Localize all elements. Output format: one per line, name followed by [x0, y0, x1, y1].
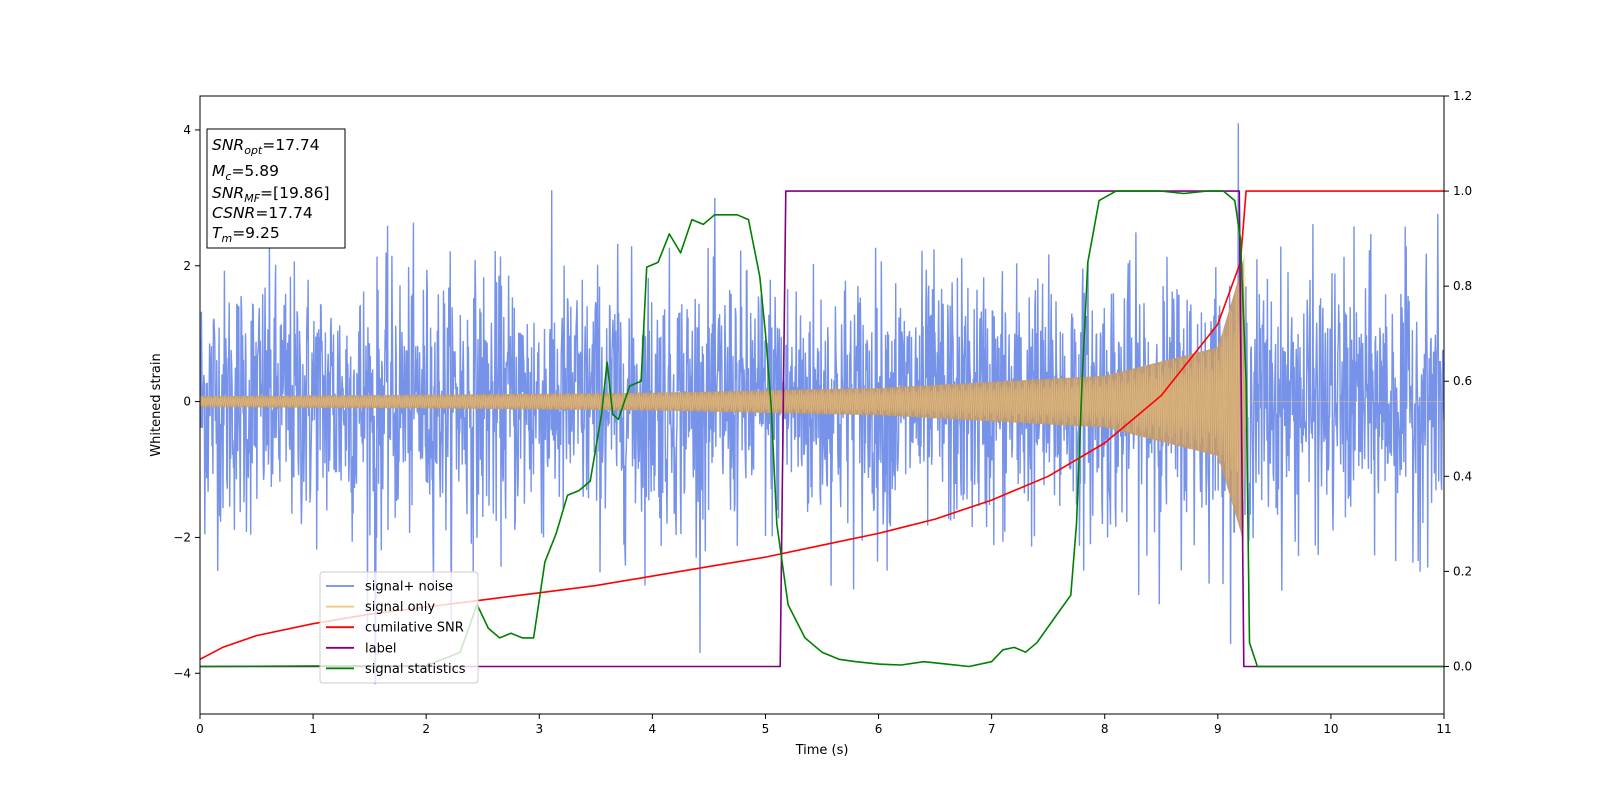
x-tick-label: 9 — [1214, 722, 1222, 736]
x-tick-label: 8 — [1101, 722, 1109, 736]
annotation-symbol: SNR — [212, 184, 244, 202]
y-axis-label: Whitened strain — [149, 353, 164, 456]
annotation-text: SNRopt=17.74Mc=5.89SNRMF=[19.86]CSNR=17.… — [212, 136, 330, 245]
signal-statistics-line — [200, 190, 1444, 668]
y-right-tick-label: 0.6 — [1453, 374, 1472, 388]
annotation-value: =5.89 — [231, 162, 279, 180]
y-left-tick-label: −2 — [173, 530, 191, 544]
annotation-frame — [206, 128, 346, 249]
legend-label: cumilative SNR — [365, 621, 464, 636]
y-left-tick-label: −4 — [173, 666, 191, 680]
y-left-tick-label: 2 — [183, 259, 191, 273]
x-tick-label: 3 — [535, 722, 543, 736]
x-axis-ticks: 0 1 2 3 4 5 6 7 8 9 10 11 — [196, 714, 1452, 736]
x-tick-label: 11 — [1436, 722, 1451, 736]
annotation-value: =17.74 — [262, 136, 319, 154]
x-tick-label: 7 — [988, 722, 996, 736]
x-tick-label: 1 — [309, 722, 317, 736]
series-signal-only — [200, 253, 1444, 546]
legend: signal+ noise signal only cumilative SNR la… — [319, 571, 479, 684]
annotation-value: =9.25 — [232, 224, 280, 242]
annotation-line: CSNR=17.74 — [212, 204, 313, 222]
annotation-subscript: opt — [244, 144, 263, 157]
annotation-subscript: c — [225, 170, 231, 183]
axes-frame — [199, 95, 1445, 715]
annotation-line: Tm=9.25 — [212, 224, 280, 245]
x-tick-label: 6 — [875, 722, 883, 736]
y-right-tick-label: 1.2 — [1453, 89, 1472, 103]
legend-label: signal only — [365, 600, 435, 615]
y-axis-right-ticks: 0.0 0.2 0.4 0.6 0.8 1.0 1.2 — [1444, 89, 1472, 673]
x-axis-label: Time (s) — [795, 743, 849, 758]
x-tick-label: 0 — [196, 722, 204, 736]
annotation-box: SNRopt=17.74Mc=5.89SNRMF=[19.86]CSNR=17.… — [206, 128, 346, 249]
annotation-line: SNRopt=17.74 — [212, 136, 320, 157]
x-tick-label: 10 — [1323, 722, 1338, 736]
annotation-line: Mc=5.89 — [212, 162, 279, 183]
y-left-tick-label: 4 — [183, 123, 191, 137]
legend-entries: signal+ noise signal only cumilative SNR la… — [326, 580, 466, 677]
annotation-subscript: MF — [244, 192, 260, 205]
annotation-symbol: T — [212, 224, 223, 242]
annotation-subscript: m — [221, 232, 232, 245]
annotation-line: SNRMF=[19.86] — [212, 184, 330, 205]
legend-label: signal+ noise — [365, 580, 453, 595]
legend-frame — [319, 571, 479, 684]
x-tick-label: 2 — [422, 722, 430, 736]
legend-label: label — [365, 641, 396, 656]
y-right-tick-label: 0.0 — [1453, 659, 1472, 673]
y-axis-left-ticks: −4 −2 0 2 4 — [173, 123, 200, 680]
y-right-tick-label: 0.8 — [1453, 279, 1472, 293]
x-tick-label: 4 — [649, 722, 657, 736]
annotation-value: =[19.86] — [260, 184, 329, 202]
y-right-tick-label: 0.2 — [1453, 564, 1472, 578]
annotation-symbol: M — [212, 162, 225, 180]
legend-label: signal statistics — [365, 662, 466, 677]
annotation-symbol: CSNR — [212, 204, 255, 222]
annotation-value: =17.74 — [255, 204, 312, 222]
x-tick-label: 5 — [762, 722, 770, 736]
signal-only-line — [200, 253, 1444, 533]
y-right-tick-label: 1.0 — [1453, 184, 1472, 198]
annotation-symbol: SNR — [212, 136, 244, 154]
y-left-tick-label: 0 — [183, 395, 191, 409]
y-right-tick-label: 0.4 — [1453, 469, 1472, 483]
